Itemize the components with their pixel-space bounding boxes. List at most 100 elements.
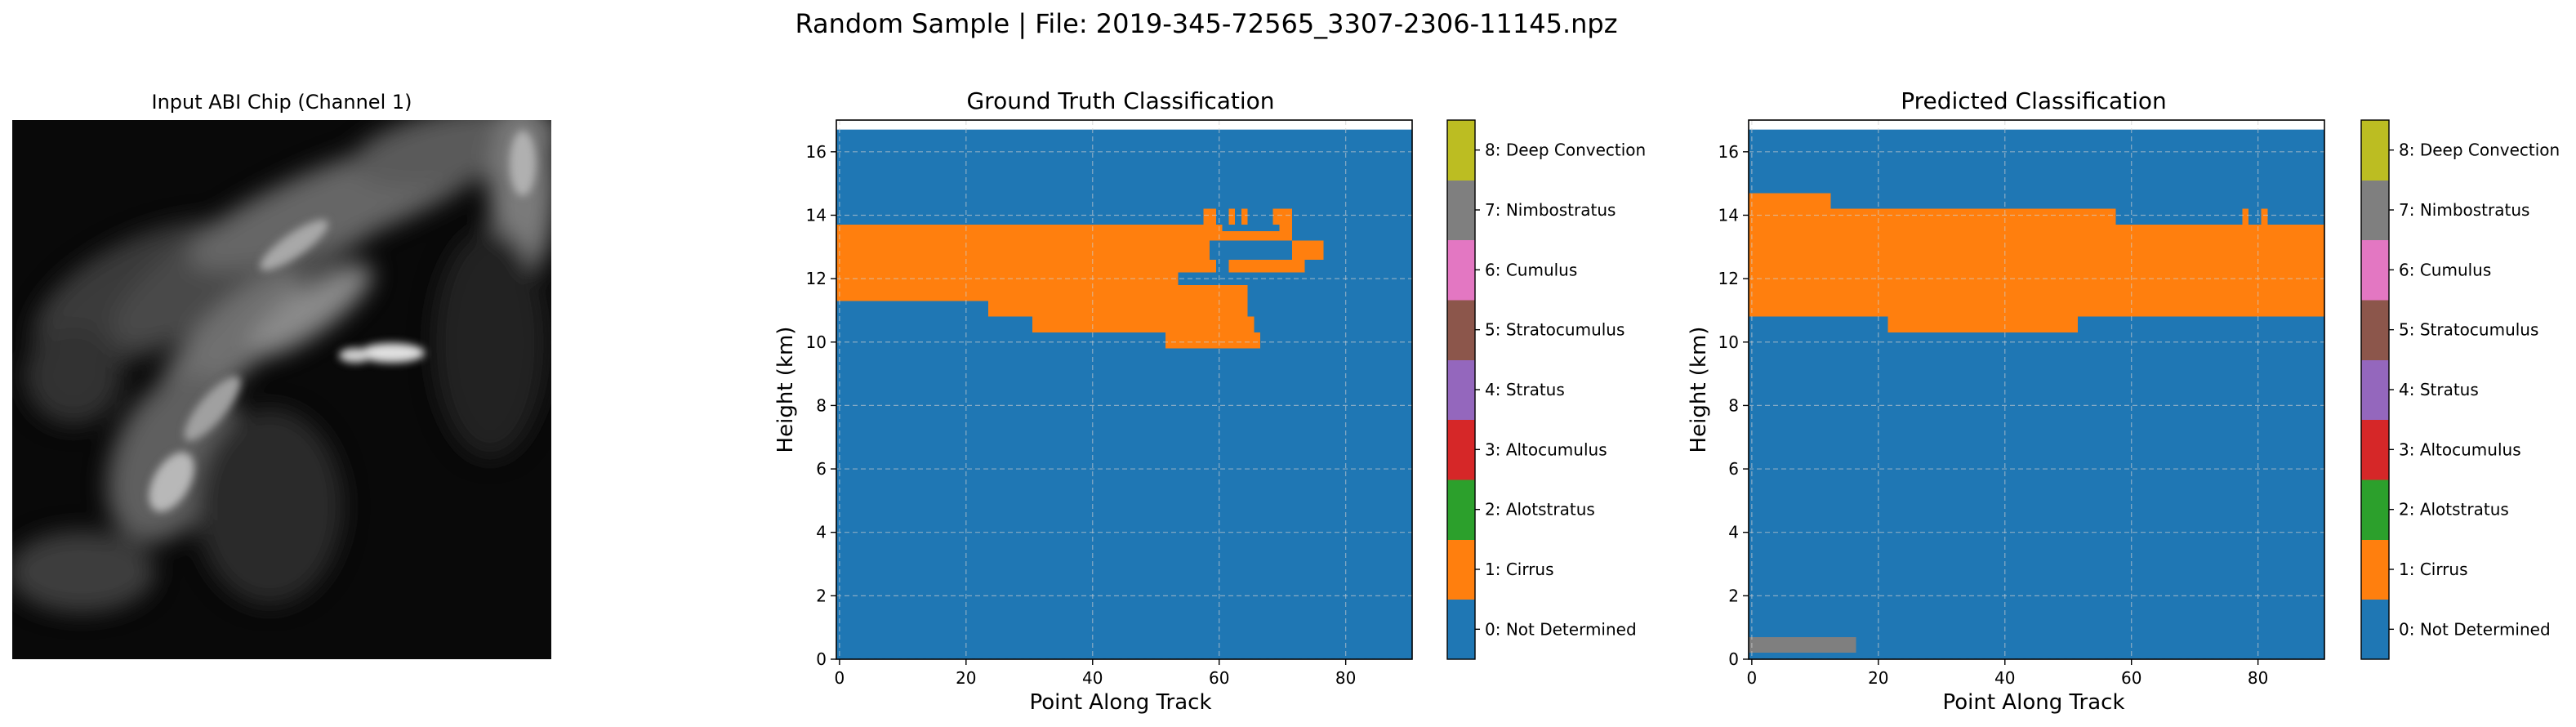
colorbar-segment [2361,359,2389,421]
colorbar-label: 6: Cumulus [2399,260,2491,279]
class-region [2242,208,2249,225]
colorbar-segment [1447,120,1475,181]
colorbar-label: 1: Cirrus [1485,560,1554,579]
y-tick-label: 0 [1728,649,1739,669]
class-region [1178,240,1210,260]
chart-title: Predicted Classification [1901,87,2167,114]
y-tick-label: 8 [1728,395,1739,415]
colorbar-label: 7: Nimbostratus [2399,200,2529,220]
figure-suptitle: Random Sample | File: 2019-345-72565_330… [796,8,1618,39]
colorbar-segment [1447,539,1475,600]
class-region [2311,301,2324,305]
x-tick-label: 80 [2248,668,2268,688]
y-tick-label: 2 [1728,586,1739,605]
colorbar-label: 2: Alotstratus [1485,500,1595,520]
y-tick-label: 10 [806,332,827,352]
class-field [836,129,1412,659]
class-region [1178,225,1210,241]
colorbar-frame [1446,119,1476,660]
y-tick-label: 14 [806,205,827,225]
x-tick-label: 0 [1747,668,1758,688]
colorbar-segment [1447,300,1475,360]
class-region [1749,225,2324,317]
class-region [1291,240,1324,260]
class-region [1887,316,2078,333]
colorbar-label: 7: Nimbostratus [1485,200,1616,220]
colorbar-label: 0: Not Determined [1485,619,1637,639]
x-tick-label: 20 [1868,668,1888,688]
y-tick-label: 10 [1718,332,1739,352]
y-tick-label: 4 [816,523,827,542]
y-tick-label: 16 [1718,142,1739,162]
class-region [1222,230,1280,241]
x-tick-label: 60 [1209,668,1229,688]
colorbar-segment [2361,300,2389,360]
colorbar-segment [2361,120,2389,181]
colorbar-segment [2361,539,2389,600]
colorbar-segment [2361,419,2389,480]
x-axis-label: Point Along Track [1029,690,1211,715]
class-region [1749,636,1856,653]
y-tick-label: 12 [1718,269,1739,288]
class-region [2311,304,2324,317]
colorbar-segment [1447,359,1475,421]
x-tick-label: 40 [1082,668,1103,688]
colorbar-segment [2361,239,2389,301]
colorbar-segment [1447,599,1475,660]
class-region [2261,208,2268,225]
colorbar-label: 4: Stratus [2399,380,2479,399]
colorbar-segment [2361,599,2389,660]
class-region [1228,259,1305,273]
colorbar-segment [1447,479,1475,540]
colorbar-label: 8: Deep Convection [1485,140,1646,160]
x-axis-label: Point Along Track [1942,690,2124,715]
x-tick-label: 0 [835,668,845,688]
input-panel-title: Input ABI Chip (Channel 1) [151,91,412,114]
colorbar-segment [1447,239,1475,301]
plot-frame [836,119,1413,660]
y-axis-label: Height (km) [1687,327,1711,453]
class-region [987,301,1248,317]
colorbar-label: 1: Cirrus [2399,560,2468,579]
colorbar-segment [1447,180,1475,241]
plot-frame [1748,119,2325,660]
y-tick-label: 6 [816,459,827,479]
class-region [1203,208,1216,225]
class-region [836,225,1179,285]
colorbar-label: 5: Stratocumulus [2399,320,2538,340]
class-region [1749,193,1831,225]
class-region [1165,332,1261,349]
colorbar-segment [2361,180,2389,241]
y-tick-label: 0 [816,649,827,669]
colorbar-label: 5: Stratocumulus [1485,320,1624,340]
colorbar-label: 8: Deep Convection [2399,140,2560,160]
colorbar-segment [1447,419,1475,480]
satellite-chip-image [12,120,551,659]
ground-truth-chart: Ground Truth Classification 0 20 40 60 80 0 2 4… [773,87,1646,715]
y-axis-label: Height (km) [773,327,798,453]
x-tick-label: 20 [956,668,976,688]
predicted-chart: Predicted Classification 0 20 40 60 80 0 2 4 6 8 1… [1687,87,2560,715]
y-tick-label: 14 [1718,205,1739,225]
class-region [1032,316,1255,333]
input-panel: Input ABI Chip (Channel 1) [12,91,551,659]
y-tick-label: 8 [816,395,827,415]
x-tick-label: 60 [2121,668,2141,688]
y-tick-label: 12 [806,269,827,288]
colorbar-label: 0: Not Determined [2399,619,2551,639]
colorbar-segment [2361,479,2389,540]
colorbar-label: 3: Altocumulus [1485,439,1607,459]
class-region [1241,208,1248,225]
chart-title: Ground Truth Classification [966,87,1274,114]
colorbar-label: 4: Stratus [1485,380,1565,399]
y-tick-label: 2 [816,586,827,605]
y-tick-label: 4 [1728,523,1739,542]
class-region [836,284,875,301]
class-region [1228,208,1236,225]
class-region [1272,208,1292,225]
class-region [899,284,1165,301]
class-region [1165,284,1248,301]
class-region [874,282,900,285]
y-tick-label: 6 [1728,459,1739,479]
